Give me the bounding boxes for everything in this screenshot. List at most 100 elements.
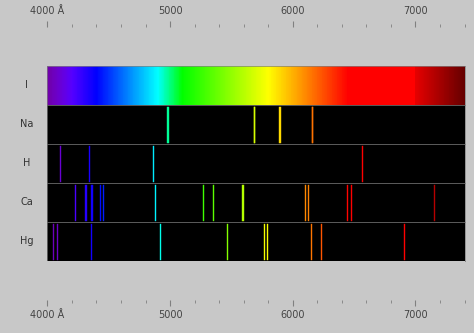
- Bar: [377, 66, 378, 105]
- Bar: [180, 66, 181, 105]
- Bar: [389, 66, 390, 105]
- Bar: [327, 66, 328, 105]
- Bar: [270, 66, 271, 105]
- Bar: [418, 66, 419, 105]
- Bar: [441, 66, 442, 105]
- Bar: [143, 66, 144, 105]
- Bar: [292, 66, 293, 105]
- Bar: [267, 66, 268, 105]
- Bar: [458, 66, 459, 105]
- Bar: [225, 66, 226, 105]
- Bar: [110, 66, 111, 105]
- Bar: [419, 66, 420, 105]
- Bar: [192, 66, 193, 105]
- Bar: [246, 66, 247, 105]
- Bar: [330, 66, 331, 105]
- Bar: [332, 66, 333, 105]
- Bar: [462, 66, 463, 105]
- Bar: [99, 66, 100, 105]
- Bar: [219, 66, 220, 105]
- Bar: [169, 66, 170, 105]
- Bar: [194, 66, 195, 105]
- Bar: [350, 66, 351, 105]
- Bar: [170, 66, 171, 105]
- Bar: [52, 66, 53, 105]
- Bar: [284, 66, 285, 105]
- Bar: [306, 66, 307, 105]
- Bar: [345, 66, 346, 105]
- Bar: [161, 66, 162, 105]
- Bar: [417, 66, 418, 105]
- Bar: [464, 66, 465, 105]
- Bar: [241, 66, 242, 105]
- Bar: [245, 66, 246, 105]
- Bar: [201, 66, 202, 105]
- Bar: [443, 66, 444, 105]
- Bar: [114, 66, 115, 105]
- Bar: [156, 66, 157, 105]
- Bar: [442, 66, 443, 105]
- Bar: [151, 66, 152, 105]
- Bar: [64, 66, 65, 105]
- Bar: [324, 66, 325, 105]
- Bar: [159, 66, 160, 105]
- Bar: [289, 66, 290, 105]
- Bar: [237, 66, 238, 105]
- Bar: [74, 66, 75, 105]
- Bar: [243, 66, 244, 105]
- Bar: [129, 66, 130, 105]
- Bar: [339, 66, 340, 105]
- Bar: [242, 66, 243, 105]
- Bar: [405, 66, 406, 105]
- Bar: [145, 66, 146, 105]
- Bar: [432, 66, 433, 105]
- Bar: [82, 66, 83, 105]
- Bar: [126, 66, 127, 105]
- Bar: [280, 66, 281, 105]
- Bar: [173, 66, 174, 105]
- Bar: [300, 66, 301, 105]
- Bar: [295, 66, 296, 105]
- Bar: [153, 66, 154, 105]
- Bar: [338, 66, 339, 105]
- Bar: [144, 66, 145, 105]
- Bar: [203, 66, 204, 105]
- Bar: [265, 66, 266, 105]
- Bar: [290, 66, 291, 105]
- Bar: [311, 66, 312, 105]
- Bar: [449, 66, 450, 105]
- Bar: [328, 66, 329, 105]
- Bar: [343, 66, 344, 105]
- Bar: [165, 66, 166, 105]
- Bar: [167, 66, 168, 105]
- Bar: [91, 66, 92, 105]
- Bar: [420, 66, 421, 105]
- Bar: [276, 66, 277, 105]
- Bar: [396, 66, 397, 105]
- Bar: [453, 66, 454, 105]
- Bar: [272, 66, 273, 105]
- Bar: [196, 66, 197, 105]
- Bar: [67, 66, 68, 105]
- Bar: [95, 66, 96, 105]
- Bar: [315, 66, 316, 105]
- Bar: [146, 66, 147, 105]
- Bar: [147, 66, 148, 105]
- Bar: [285, 66, 286, 105]
- Y-axis label: I: I: [25, 80, 28, 90]
- Bar: [257, 66, 258, 105]
- Bar: [106, 66, 107, 105]
- Bar: [236, 66, 237, 105]
- Bar: [437, 66, 438, 105]
- Bar: [333, 66, 334, 105]
- Bar: [407, 66, 408, 105]
- Bar: [215, 66, 216, 105]
- Bar: [116, 66, 117, 105]
- Bar: [134, 66, 135, 105]
- Bar: [318, 66, 319, 105]
- Bar: [142, 66, 143, 105]
- Bar: [413, 66, 414, 105]
- Bar: [363, 66, 364, 105]
- Bar: [177, 66, 178, 105]
- Bar: [401, 66, 402, 105]
